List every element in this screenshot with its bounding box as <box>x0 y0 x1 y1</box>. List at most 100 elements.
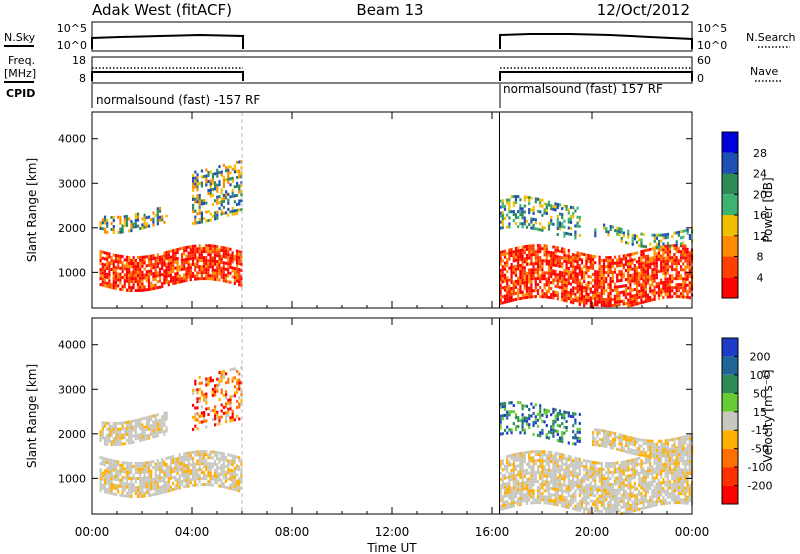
echo-cell <box>176 248 179 251</box>
echo-cell <box>569 261 573 265</box>
echo-cell <box>172 461 175 465</box>
echo-cell <box>185 249 188 252</box>
echo-cell <box>224 473 228 477</box>
echo-cell <box>572 495 575 499</box>
echo-cell <box>587 296 590 299</box>
echo-cell <box>591 463 595 467</box>
echo-cell <box>640 262 643 266</box>
echo-cell <box>558 485 562 489</box>
echo-cell <box>653 488 656 492</box>
echo-cell <box>121 224 124 228</box>
echo-cell <box>196 194 199 198</box>
echo-cell <box>114 484 118 487</box>
echo-cell <box>591 284 595 288</box>
echo-cell <box>569 217 573 221</box>
echo-cell <box>596 461 599 465</box>
echo-cell <box>508 293 511 297</box>
echo-cell <box>200 256 203 260</box>
echo-cell <box>214 411 217 415</box>
echo-cell <box>183 452 186 456</box>
echo-cell <box>594 294 597 298</box>
echo-cell <box>655 503 658 507</box>
echo-cell <box>671 280 674 284</box>
echo-cell <box>517 482 520 486</box>
echo-cell <box>616 461 619 465</box>
echo-cell <box>233 194 236 198</box>
echo-cell <box>631 276 634 280</box>
echo-cell <box>103 460 107 464</box>
echo-cell <box>618 479 621 483</box>
echo-cell <box>165 277 168 281</box>
echo-cell <box>558 264 562 268</box>
echo-cell <box>218 207 221 211</box>
echo-cell <box>231 260 234 264</box>
echo-cell <box>633 282 636 285</box>
echo-cell <box>154 477 157 481</box>
echo-cell <box>532 459 535 463</box>
echo-cell <box>682 456 685 460</box>
echo-cell <box>216 198 219 202</box>
echo-cell <box>147 490 151 494</box>
echo-cell <box>123 258 126 262</box>
echo-cell <box>99 268 102 272</box>
echo-cell <box>574 236 577 240</box>
echo-cell <box>657 463 661 467</box>
echo-cell <box>646 248 650 252</box>
echo-cell <box>644 255 647 258</box>
echo-cell <box>123 215 126 219</box>
echo-cell <box>627 301 630 305</box>
echo-cell <box>530 226 533 230</box>
echo-cell <box>134 268 137 272</box>
echo-cell <box>229 416 232 420</box>
echo-cell <box>163 220 166 224</box>
echo-cell <box>651 268 654 272</box>
echo-cell <box>609 298 612 301</box>
echo-cell <box>508 222 511 226</box>
echo-cell <box>499 220 502 224</box>
echo-cell <box>101 283 104 287</box>
echo-cell <box>605 230 608 233</box>
echo-cell <box>591 502 595 506</box>
echo-cell <box>156 413 159 417</box>
echo-cell <box>605 439 608 442</box>
echo-cell <box>671 262 674 266</box>
echo-cell <box>578 509 581 512</box>
echo-cell <box>213 259 217 263</box>
echo-cell <box>585 253 588 257</box>
echo-cell <box>569 458 573 462</box>
echo-cell <box>620 299 623 303</box>
echo-cell <box>646 296 650 300</box>
echo-cell <box>569 264 573 268</box>
echo-cell <box>662 257 665 261</box>
echo-cell <box>101 424 104 428</box>
echo-cell <box>194 268 197 272</box>
echo-cell <box>222 199 225 203</box>
echo-cell <box>512 504 515 508</box>
echo-cell <box>644 479 647 482</box>
echo-cell <box>503 261 507 265</box>
echo-cell <box>688 284 691 288</box>
echo-cell <box>510 428 513 432</box>
echo-cell <box>200 462 203 466</box>
echo-cell <box>132 425 135 429</box>
echo-cell <box>200 477 203 481</box>
echo-cell <box>655 236 658 240</box>
echo-cell <box>134 216 137 220</box>
echo-cell <box>508 251 511 255</box>
echo-cell <box>503 216 507 220</box>
echo-cell <box>506 279 509 283</box>
echo-cell <box>220 370 223 374</box>
echo-cell <box>503 297 507 301</box>
echo-cell <box>618 491 621 495</box>
echo-cell <box>594 297 597 301</box>
echo-cell <box>583 280 586 284</box>
echo-cell <box>108 430 111 434</box>
echo-cell <box>154 431 157 435</box>
echo-cell <box>673 277 676 281</box>
echo-cell <box>499 465 502 469</box>
echo-cell <box>103 266 107 270</box>
echo-cell <box>238 486 241 490</box>
echo-cell <box>231 212 234 216</box>
echo-cell <box>602 507 606 510</box>
echo-cell <box>132 256 135 260</box>
